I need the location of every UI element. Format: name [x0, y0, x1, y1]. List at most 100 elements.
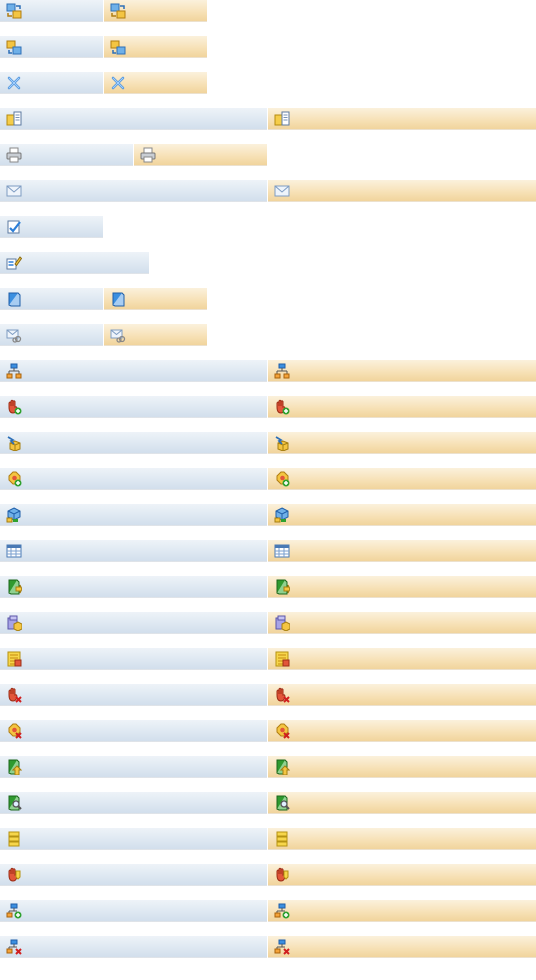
gear-add-button[interactable]	[0, 468, 267, 490]
button-row	[0, 792, 536, 814]
book-button-hover[interactable]	[104, 288, 207, 310]
cube-network-button[interactable]	[0, 504, 267, 526]
edit-check-icon	[6, 219, 22, 235]
book-export-button-hover[interactable]	[268, 756, 536, 778]
printer-button-hover[interactable]	[134, 144, 267, 166]
hierarchy-add-button-hover[interactable]	[268, 900, 536, 922]
envelope-button[interactable]	[0, 180, 267, 202]
hierarchy-remove-button-hover[interactable]	[268, 936, 536, 958]
envelope-icon	[274, 183, 290, 199]
table-button[interactable]	[0, 540, 267, 562]
swap-arrows-icon	[6, 3, 22, 19]
printer-button[interactable]	[0, 144, 133, 166]
hierarchy-icon	[6, 363, 22, 379]
gear-add-button-hover[interactable]	[268, 468, 536, 490]
box-arrow-icon	[274, 435, 290, 451]
button-row	[0, 756, 536, 778]
stack-icon	[274, 831, 290, 847]
mail-attachment-button-hover[interactable]	[104, 324, 207, 346]
boxes-folder-button[interactable]	[0, 612, 267, 634]
cube-network-icon	[6, 507, 22, 523]
hand-info-icon	[274, 867, 290, 883]
button-row	[0, 540, 536, 562]
box-arrow-button-hover[interactable]	[268, 432, 536, 454]
hand-add-button[interactable]	[0, 396, 267, 418]
gear-add-icon	[6, 471, 22, 487]
printer-icon	[140, 147, 156, 163]
swap-arrows-button[interactable]	[0, 0, 103, 22]
button-row	[0, 396, 536, 418]
button-row	[0, 216, 536, 238]
swap-arrows-button-hover[interactable]	[104, 0, 207, 22]
table-button-hover[interactable]	[268, 540, 536, 562]
book-search-button[interactable]	[0, 792, 267, 814]
boxes-folder-icon	[6, 615, 22, 631]
hierarchy-remove-button[interactable]	[0, 936, 267, 958]
stack-button-hover[interactable]	[268, 828, 536, 850]
button-row	[0, 900, 536, 922]
swap-arrows-alt-button[interactable]	[0, 36, 103, 58]
hand-remove-button[interactable]	[0, 684, 267, 706]
stack-button[interactable]	[0, 828, 267, 850]
close-x-button-hover[interactable]	[104, 72, 207, 94]
table-icon	[274, 543, 290, 559]
book-icon	[6, 291, 22, 307]
folder-document-button[interactable]	[0, 108, 267, 130]
button-row	[0, 72, 536, 94]
book-import-icon	[274, 579, 290, 595]
swap-arrows-alt-button-hover[interactable]	[104, 36, 207, 58]
button-row	[0, 720, 536, 742]
book-import-button[interactable]	[0, 576, 267, 598]
close-x-button[interactable]	[0, 72, 103, 94]
button-row	[0, 504, 536, 526]
hand-remove-icon	[274, 687, 290, 703]
close-x-icon	[6, 75, 22, 91]
box-arrow-button[interactable]	[0, 432, 267, 454]
gear-add-icon	[274, 471, 290, 487]
hierarchy-add-button[interactable]	[0, 900, 267, 922]
hierarchy-remove-icon	[6, 939, 22, 955]
book-import-button-hover[interactable]	[268, 576, 536, 598]
hierarchy-add-icon	[274, 903, 290, 919]
book-search-icon	[274, 795, 290, 811]
hand-add-button-hover[interactable]	[268, 396, 536, 418]
stack-icon	[6, 831, 22, 847]
swap-arrows-alt-icon	[6, 39, 22, 55]
folder-document-icon	[274, 111, 290, 127]
printer-icon	[6, 147, 22, 163]
button-row	[0, 324, 536, 346]
button-row	[0, 612, 536, 634]
book-search-icon	[6, 795, 22, 811]
list-note-button[interactable]	[0, 648, 267, 670]
hand-remove-button-hover[interactable]	[268, 684, 536, 706]
hand-info-button[interactable]	[0, 864, 267, 886]
hierarchy-button[interactable]	[0, 360, 267, 382]
book-button[interactable]	[0, 288, 103, 310]
gear-remove-button-hover[interactable]	[268, 720, 536, 742]
mail-attachment-button[interactable]	[0, 324, 103, 346]
mail-attachment-icon	[110, 327, 126, 343]
hierarchy-button-hover[interactable]	[268, 360, 536, 382]
cube-network-icon	[274, 507, 290, 523]
button-row	[0, 684, 536, 706]
edit-check-button[interactable]	[0, 216, 103, 238]
hand-info-button-hover[interactable]	[268, 864, 536, 886]
button-row	[0, 864, 536, 886]
edit-form-button[interactable]	[0, 252, 149, 274]
envelope-button-hover[interactable]	[268, 180, 536, 202]
list-note-button-hover[interactable]	[268, 648, 536, 670]
book-export-icon	[6, 759, 22, 775]
cube-network-button-hover[interactable]	[268, 504, 536, 526]
boxes-folder-button-hover[interactable]	[268, 612, 536, 634]
hierarchy-icon	[274, 363, 290, 379]
button-row	[0, 36, 536, 58]
book-export-icon	[274, 759, 290, 775]
book-search-button-hover[interactable]	[268, 792, 536, 814]
button-row	[0, 468, 536, 490]
book-export-button[interactable]	[0, 756, 267, 778]
button-row	[0, 576, 536, 598]
gear-remove-button[interactable]	[0, 720, 267, 742]
folder-document-button-hover[interactable]	[268, 108, 536, 130]
hand-remove-icon	[6, 687, 22, 703]
envelope-icon	[6, 183, 22, 199]
